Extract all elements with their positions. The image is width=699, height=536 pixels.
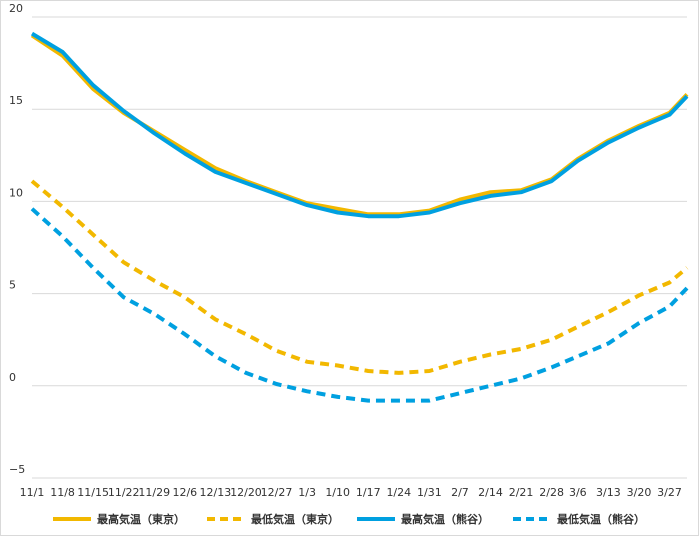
x-tick-label: 2/7: [451, 486, 469, 499]
gridlines: [32, 16, 687, 479]
x-tick-label: 11/1: [20, 486, 45, 499]
x-tick-label: 2/28: [539, 486, 564, 499]
x-tick-label: 12/27: [261, 486, 293, 499]
x-tick-label: 1/10: [325, 486, 350, 499]
series-line-4: [30, 207, 689, 403]
x-tick-label: 1/17: [356, 486, 381, 499]
x-tick-label: 1/31: [417, 486, 442, 499]
series-line-1: [30, 33, 689, 217]
series-lines: [30, 31, 689, 403]
y-tick-label: 10: [9, 186, 23, 199]
x-tick-label: 11/15: [77, 486, 109, 499]
legend-label: 最低気温（東京）: [251, 512, 339, 526]
x-tick-label: 3/13: [596, 486, 621, 499]
x-tick-label: 12/6: [172, 486, 197, 499]
y-tick-label: 0: [9, 371, 16, 384]
x-tick-label: 1/3: [298, 486, 316, 499]
legend-label: 最低気温（熊谷）: [557, 512, 645, 526]
x-tick-label: 2/14: [478, 486, 503, 499]
x-tick-label: 12/13: [200, 486, 232, 499]
legend-label: 最高気温（東京）: [97, 512, 185, 526]
y-tick-label: 5: [9, 279, 16, 292]
x-tick-label: 3/20: [627, 486, 652, 499]
y-tick-label: 20: [9, 2, 23, 15]
legend-label: 最高気温（熊谷）: [401, 512, 489, 526]
x-tick-label: 3/6: [569, 486, 587, 499]
x-tick-label: 12/20: [230, 486, 262, 499]
x-tick-label: 11/22: [108, 486, 140, 499]
y-tick-label: −5: [9, 463, 25, 476]
x-tick-label: 3/27: [657, 486, 682, 499]
x-tick-label: 1/24: [386, 486, 411, 499]
y-axis: 20 15 10 5 0 −5: [9, 2, 25, 476]
x-tick-label: 2/21: [509, 486, 534, 499]
series-line-2: [30, 179, 689, 375]
series-line-3: [30, 31, 689, 219]
x-tick-label: 11/29: [138, 486, 170, 499]
y-tick-label: 15: [9, 94, 23, 107]
legend: 最高気温（東京） 最低気温（東京） 最高気温（熊谷） 最低気温（熊谷）: [53, 512, 645, 526]
x-tick-label: 11/8: [50, 486, 75, 499]
